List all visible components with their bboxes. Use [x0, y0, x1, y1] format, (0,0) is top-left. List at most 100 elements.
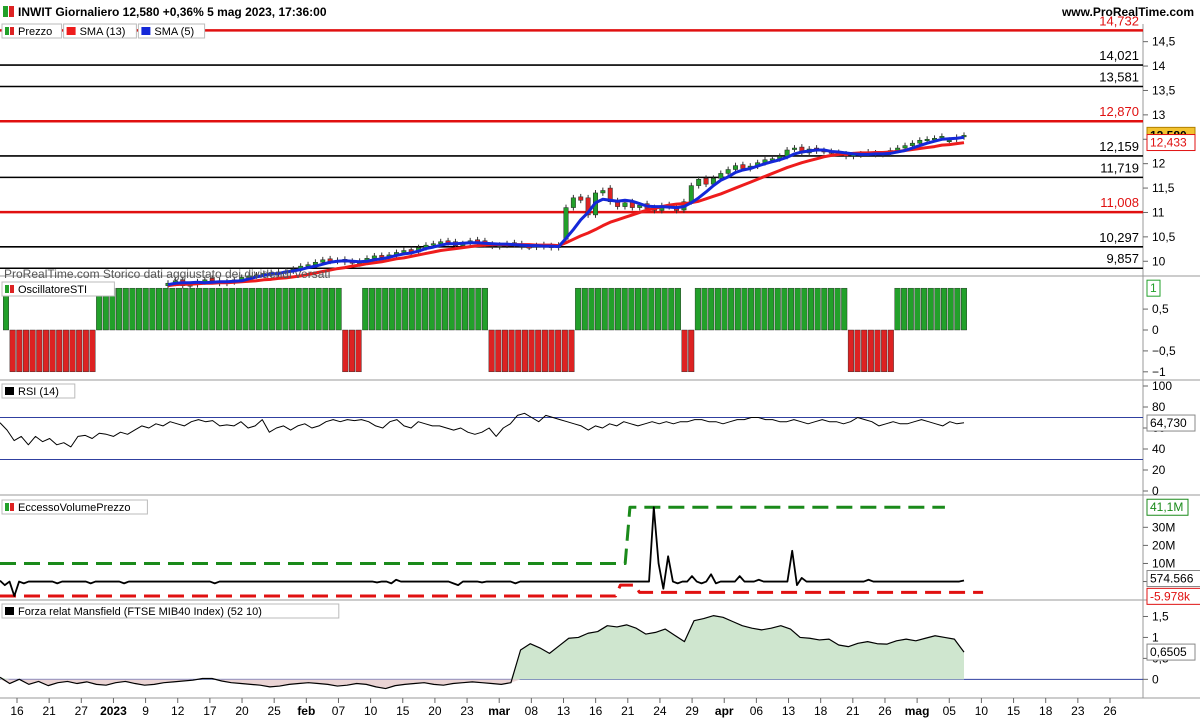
sti-bar	[501, 329, 508, 373]
legend-item	[137, 23, 206, 39]
sma13-line	[167, 141, 965, 288]
sti-bar	[69, 329, 76, 373]
level-label: 11,008	[1100, 195, 1139, 210]
legend-swatch	[141, 27, 151, 35]
x-tick-label: 16	[589, 704, 603, 718]
sti-bar	[714, 287, 721, 331]
evp-line	[0, 506, 965, 597]
mansfield-negative-fill	[0, 679, 964, 689]
sti-bar	[821, 287, 828, 331]
sti-bar	[575, 287, 582, 331]
legend-item	[63, 23, 137, 39]
x-tick-label: 05	[943, 704, 957, 718]
sti-bar	[807, 287, 814, 331]
sti-bar	[535, 329, 542, 373]
x-tick-label: 07	[332, 704, 346, 718]
sti-bar	[388, 287, 395, 331]
legend-item	[1, 603, 340, 619]
sti-bar	[728, 287, 735, 331]
sti-bar	[16, 329, 23, 373]
sti-bar	[202, 287, 209, 331]
sti-bar	[681, 329, 688, 373]
sti-bar	[169, 287, 176, 331]
legend-label: SMA (5)	[154, 26, 194, 38]
sti-bar	[415, 287, 422, 331]
y-tick-label: 14	[1152, 59, 1166, 73]
evp-upper-band	[0, 505, 945, 565]
sti-bar	[608, 287, 615, 331]
candlestick-icon	[5, 27, 9, 35]
sti-bar	[721, 287, 728, 331]
y-tick-label: 0,5	[1152, 302, 1169, 316]
y-tick-label: 100	[1152, 379, 1172, 393]
candle-body	[792, 147, 797, 150]
x-tick-label: 27	[75, 704, 89, 718]
sti-bar	[615, 287, 622, 331]
sti-bar	[528, 329, 535, 373]
candlestick-icon	[3, 6, 14, 17]
level-label: 9,857	[1106, 251, 1139, 266]
sti-bar	[335, 287, 342, 331]
sti-bar	[568, 329, 575, 373]
sti-bar	[954, 287, 961, 331]
sti-bar	[521, 329, 528, 373]
candle-body	[696, 179, 702, 186]
y-tick-label: 10,5	[1152, 230, 1176, 244]
sti-bar	[861, 329, 868, 373]
legend-label: Forza relat Mansfield (FTSE MIB40 Index)…	[18, 606, 262, 618]
sti-bar	[22, 329, 29, 373]
candle-body	[320, 259, 326, 263]
sti-bar	[368, 287, 375, 331]
level-label: 12,870	[1099, 104, 1139, 119]
sti-bar	[488, 329, 495, 373]
site-link[interactable]: www.ProRealTime.com	[1061, 5, 1194, 19]
sti-bar	[275, 287, 282, 331]
sti-bar	[748, 287, 755, 331]
x-tick-label: 21	[621, 704, 635, 718]
legend-item	[1, 383, 76, 399]
sti-bar	[422, 287, 429, 331]
sti-bar	[302, 287, 309, 331]
sti-bar	[708, 287, 715, 331]
candlestick-icon	[5, 285, 9, 293]
sti-bar	[641, 287, 648, 331]
candle-body	[924, 139, 930, 142]
legend-group: RSI (14)	[1, 383, 76, 399]
x-tick-label: 21	[42, 704, 56, 718]
x-tick-label: 23	[1071, 704, 1085, 718]
level-label: 10,297	[1099, 230, 1139, 245]
sti-bar	[295, 287, 302, 331]
sti-bar	[282, 287, 289, 331]
legend-label: RSI (14)	[18, 386, 59, 398]
sti-bar	[362, 287, 369, 331]
legend-swatch	[5, 387, 14, 395]
sti-bar	[927, 287, 934, 331]
y-tick-label: 0	[1152, 672, 1159, 686]
sti-bar	[348, 329, 355, 373]
sti-bar	[508, 329, 515, 373]
sti-bar	[116, 287, 123, 331]
level-label: 14,732	[1099, 13, 1139, 28]
watermark: ProRealTime.com Storico dati aggiustato …	[4, 267, 330, 281]
sti-bar	[867, 329, 874, 373]
sti-bar	[475, 287, 482, 331]
candle-body	[939, 136, 945, 139]
sti-bar	[448, 287, 455, 331]
y-tick-label: 40	[1152, 442, 1166, 456]
legend-group: EccessoVolumePrezzo	[1, 499, 148, 515]
candle-body	[578, 196, 584, 201]
value-tag-label: 41,1M	[1150, 500, 1183, 514]
sti-bar	[435, 287, 442, 331]
y-tick-label: 13	[1152, 108, 1166, 122]
candle-body	[622, 202, 628, 207]
value-tag	[1146, 498, 1189, 516]
candle-body	[733, 165, 738, 170]
value-tag-label: -5.978k	[1150, 589, 1191, 603]
x-tick-label: 23	[460, 704, 474, 718]
sti-bar	[142, 287, 149, 331]
value-tag	[1146, 643, 1196, 661]
x-tick-label: 21	[846, 704, 860, 718]
value-tag-label: 0,6505	[1150, 645, 1187, 659]
sti-bar	[375, 287, 382, 331]
